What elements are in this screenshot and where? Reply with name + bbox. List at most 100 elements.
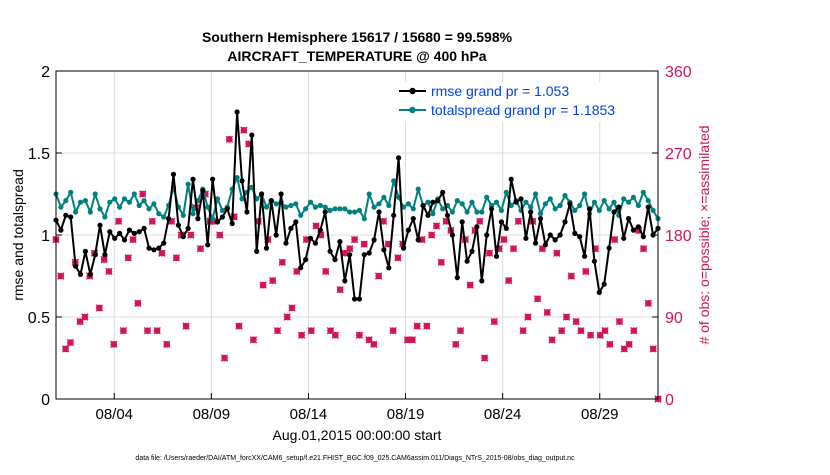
obs-count-marker-cross — [129, 235, 137, 244]
rmse-point — [180, 234, 186, 240]
obs-count-marker-cross — [322, 267, 330, 276]
totalspread-point — [82, 198, 88, 204]
obs-count-marker-cross — [572, 317, 580, 326]
totalspread-point — [557, 202, 563, 209]
obs-count-marker — [524, 313, 532, 321]
obs-count-marker-cross — [577, 326, 585, 335]
obs-count-marker-cross — [374, 272, 383, 280]
obs-count-marker-cross — [360, 240, 368, 248]
rmse-point — [121, 237, 128, 243]
obs-count-marker — [606, 340, 614, 349]
totalspread-point — [263, 204, 270, 210]
obs-count-marker — [100, 255, 108, 264]
totalspread-point — [131, 191, 137, 197]
obs-count-marker — [572, 317, 580, 326]
obs-count-marker-cross — [355, 331, 364, 339]
rmse-point — [611, 209, 617, 215]
rmse-point — [371, 237, 377, 243]
rmse-point — [141, 225, 147, 231]
rmse-point — [63, 212, 69, 218]
obs-count-marker-cross — [586, 331, 595, 339]
obs-count-marker — [216, 231, 224, 239]
data-layer — [52, 109, 662, 403]
rmse-point — [533, 240, 539, 246]
totalspread-point — [347, 209, 353, 215]
totalspread-point — [454, 198, 460, 204]
obs-count-marker-cross — [259, 281, 267, 289]
totalspread-point — [596, 207, 602, 213]
rmse-point — [151, 247, 157, 253]
obs-count-marker — [452, 340, 460, 349]
rmse-point — [410, 216, 416, 222]
totalspread-point — [415, 186, 421, 192]
totalspread-point — [410, 206, 416, 212]
y-left-tick-label: 0 — [41, 392, 50, 409]
obs-count-marker — [601, 326, 609, 335]
obs-count-marker-cross — [134, 299, 142, 308]
rmse-point — [528, 209, 534, 215]
rmse-point — [640, 234, 646, 240]
rmse-point — [327, 248, 333, 254]
rmse-point — [342, 278, 348, 284]
rmse-point — [493, 253, 500, 259]
obs-count-marker — [119, 326, 128, 335]
obs-count-marker — [138, 190, 147, 198]
obs-count-marker-cross — [187, 231, 195, 239]
totalspread-point — [121, 196, 128, 202]
totalspread-point — [58, 204, 64, 210]
obs-count-marker-cross — [615, 317, 624, 326]
obs-count-marker — [533, 295, 542, 303]
obs-count-marker-cross — [408, 336, 417, 344]
totalspread-point — [405, 201, 411, 207]
obs-count-marker-cross — [182, 322, 190, 330]
totalspread-point — [68, 189, 74, 195]
rmse-point — [645, 204, 651, 210]
obs-count-marker — [543, 308, 551, 317]
totalspread-point — [92, 191, 98, 197]
totalspread-point — [322, 204, 328, 210]
obs-count-marker-cross — [269, 276, 277, 285]
obs-count-marker — [134, 299, 142, 308]
obs-count-marker-cross — [297, 331, 306, 339]
rmse-point — [503, 225, 509, 231]
rmse-point — [489, 206, 495, 212]
obs-count-marker — [639, 244, 648, 253]
totalspread-point — [528, 204, 534, 210]
obs-count-marker — [370, 340, 378, 349]
totalspread-point — [381, 194, 387, 200]
totalspread-point — [386, 202, 392, 209]
rmse-point — [303, 257, 309, 263]
rmse-point — [68, 214, 74, 220]
obs-count-marker-cross — [509, 244, 518, 253]
totalspread-point — [474, 209, 480, 215]
y-left-tick-label: 1 — [41, 228, 50, 245]
rmse-point — [254, 248, 260, 254]
totalspread-point — [479, 209, 485, 215]
obs-count-marker-cross — [427, 231, 436, 239]
totalspread-point — [136, 202, 142, 209]
rmse-point — [205, 242, 211, 248]
obs-count-marker-cross — [452, 340, 460, 349]
obs-count-marker — [413, 322, 421, 330]
totalspread-point — [146, 206, 152, 212]
obs-count-marker-cross — [143, 326, 152, 335]
legend-rmse-marker — [409, 87, 416, 95]
rmse-point — [263, 245, 270, 251]
rmse-point — [146, 245, 152, 251]
obs-count-marker — [374, 272, 383, 280]
obs-count-marker — [509, 244, 518, 253]
obs-count-marker — [500, 235, 508, 244]
obs-count-marker-cross — [490, 317, 498, 326]
totalspread-point — [312, 204, 318, 210]
obs-count-marker-cross — [625, 340, 633, 349]
totalspread-point — [440, 206, 446, 212]
obs-count-marker-cross — [153, 326, 161, 335]
totalspread-point — [361, 216, 367, 222]
totalspread-point — [542, 201, 549, 207]
obs-count-marker-cross — [533, 295, 542, 303]
obs-count-marker — [143, 326, 152, 335]
obs-count-marker-cross — [639, 244, 648, 253]
rmse-point — [224, 206, 230, 212]
legend-totalspread-marker — [409, 106, 416, 114]
